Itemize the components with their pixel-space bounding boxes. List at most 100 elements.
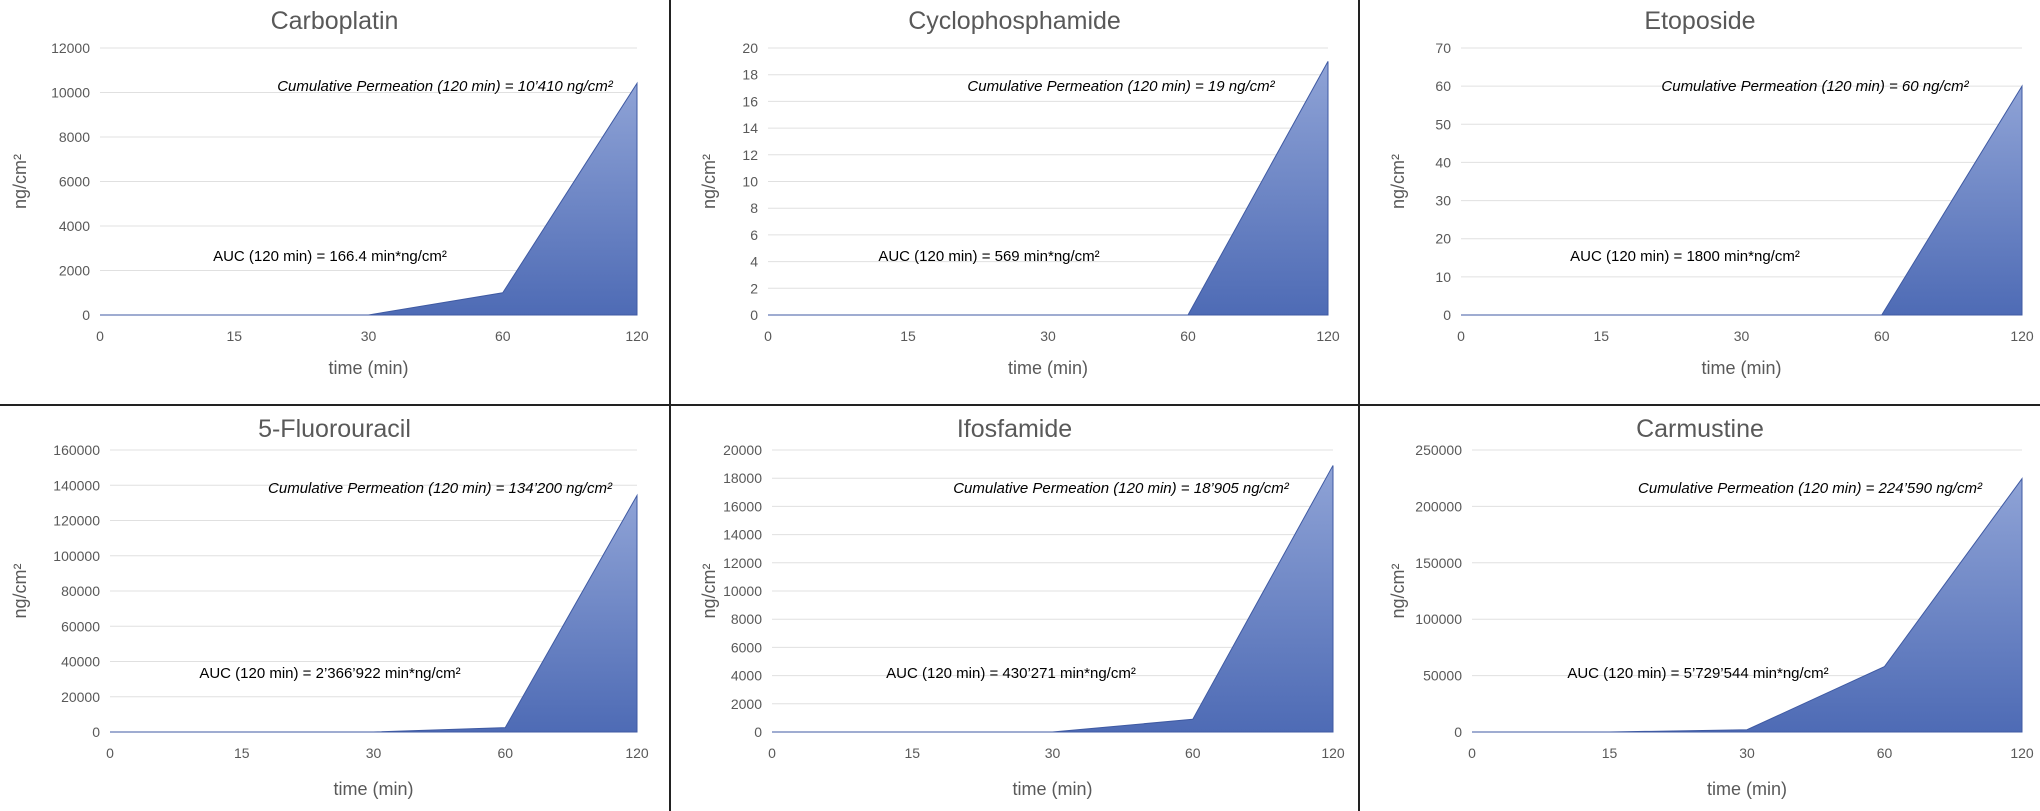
auc-annotation: AUC (120 min) = 1800 min*ng/cm² (1570, 248, 1800, 265)
y-tick-label: 100000 (53, 548, 100, 564)
x-tick-label: 15 (900, 328, 916, 344)
x-tick-label: 30 (1045, 745, 1061, 761)
y-tick-label: 6 (750, 227, 758, 243)
y-axis-label: ng/cm² (1388, 563, 1408, 618)
chart-svg-fluorouracil: 0 20000 40000 60000 80000 100000 120000 140000 1… (10, 415, 649, 799)
y-tick-label: 10 (742, 174, 758, 190)
y-tick-label: 0 (754, 724, 762, 740)
area-series-etoposide (1461, 84, 2023, 316)
x-tick-label: 30 (1040, 328, 1056, 344)
x-tick-label: 120 (1321, 745, 1345, 761)
x-axis-label: time (min) (1707, 779, 1787, 799)
chart-panel-carboplatin: 0 2000 4000 6000 8000 10000 12000 0 15 30 60 120 Car… (0, 0, 669, 404)
x-tick-label: 15 (1602, 745, 1618, 761)
chart-panel-cyclophosphamide: 0 2 4 6 8 10 12 14 16 18 20 0 15 30 60 120 Cyclophospham… (671, 0, 1358, 404)
chart-panel-etoposide: 0 10 20 30 40 50 60 70 0 15 30 60 120 Etoposide time (… (1360, 0, 2040, 404)
y-tick-label: 4 (750, 254, 758, 270)
auc-annotation: AUC (120 min) = 430’271 min*ng/cm² (886, 665, 1136, 682)
x-tick-label: 0 (96, 328, 104, 344)
x-axis-label: time (min) (334, 779, 414, 799)
y-tick-label: 12000 (51, 40, 90, 56)
x-tick-label: 60 (495, 328, 511, 344)
auc-annotation: AUC (120 min) = 569 min*ng/cm² (878, 248, 1099, 265)
y-axis-label: ng/cm² (10, 154, 30, 209)
y-tick-label: 20 (1435, 231, 1451, 247)
chart-title: Etoposide (1644, 7, 1755, 35)
x-tick-label: 60 (1185, 745, 1201, 761)
x-tick-label: 30 (361, 328, 377, 344)
y-tick-label: 14 (742, 120, 758, 136)
y-tick-label: 160000 (53, 442, 100, 458)
area-series-carboplatin (100, 81, 638, 316)
y-tick-label: 100000 (1415, 611, 1462, 627)
y-tick-label: 2000 (59, 263, 90, 279)
cumulative-permeation-annotation: Cumulative Permeation (120 min) = 60 ng/… (1661, 78, 1969, 95)
x-tick-label: 30 (1739, 745, 1755, 761)
area-series-cyclophosphamide (768, 61, 1329, 316)
y-tick-label: 20000 (61, 689, 100, 705)
y-tick-label: 70 (1435, 40, 1451, 56)
y-tick-label: 18 (742, 67, 758, 83)
cumulative-permeation-annotation: Cumulative Permeation (120 min) = 134’20… (268, 480, 613, 497)
y-tick-label: 16 (742, 93, 758, 109)
x-tick-label: 30 (1734, 328, 1750, 344)
x-tick-label: 60 (497, 745, 513, 761)
x-tick-label: 0 (1457, 328, 1465, 344)
x-tick-label: 120 (2010, 745, 2034, 761)
x-axis-label: time (min) (1008, 358, 1088, 378)
y-tick-label: 4000 (731, 668, 762, 684)
x-axis-label: time (min) (1013, 779, 1093, 799)
y-axis-label: ng/cm² (10, 563, 30, 618)
cumulative-permeation-annotation: Cumulative Permeation (120 min) = 224’59… (1638, 480, 1983, 497)
x-tick-label: 15 (234, 745, 250, 761)
y-tick-label: 4000 (59, 218, 90, 234)
x-tick-label: 0 (768, 745, 776, 761)
y-tick-label: 120000 (53, 513, 100, 529)
y-tick-label: 20000 (723, 442, 762, 458)
y-tick-label: 12000 (723, 555, 762, 571)
auc-annotation: AUC (120 min) = 166.4 min*ng/cm² (213, 248, 447, 265)
y-axis-label: ng/cm² (699, 154, 719, 209)
chart-title: 5-Fluorouracil (258, 415, 411, 443)
y-tick-label: 8000 (731, 611, 762, 627)
y-tick-label: 0 (1443, 307, 1451, 323)
y-tick-label: 12 (742, 147, 758, 163)
y-tick-label: 20 (742, 40, 758, 56)
x-tick-label: 15 (1593, 328, 1609, 344)
chart-svg-carboplatin: 0 2000 4000 6000 8000 10000 12000 0 15 30 60 120 Car… (10, 7, 649, 378)
x-tick-label: 120 (625, 328, 649, 344)
y-tick-label: 40000 (61, 654, 100, 670)
y-tick-label: 16000 (723, 498, 762, 514)
y-tick-label: 2000 (731, 696, 762, 712)
x-axis-label: time (min) (1702, 358, 1782, 378)
y-tick-label: 0 (1454, 724, 1462, 740)
y-tick-label: 60 (1435, 78, 1451, 94)
chart-title: Carboplatin (271, 7, 399, 35)
area-series-ifosfamide (772, 465, 1334, 733)
y-tick-label: 50 (1435, 116, 1451, 132)
chart-svg-carmustine: 0 50000 100000 150000 200000 250000 0 15 30 60 120… (1388, 415, 2034, 799)
cumulative-permeation-annotation: Cumulative Permeation (120 min) = 10’410… (277, 78, 614, 95)
x-tick-label: 30 (366, 745, 382, 761)
y-tick-label: 8000 (59, 129, 90, 145)
y-tick-label: 60000 (61, 618, 100, 634)
x-tick-label: 120 (625, 745, 649, 761)
y-tick-label: 80000 (61, 583, 100, 599)
y-axis-label: ng/cm² (1388, 154, 1408, 209)
chart-svg-cyclophosphamide: 0 2 4 6 8 10 12 14 16 18 20 0 15 30 60 120 Cyclophospham… (699, 7, 1340, 378)
chart-panel-carmustine: 0 50000 100000 150000 200000 250000 0 15 30 60 120… (1360, 406, 2040, 811)
y-tick-label: 14000 (723, 527, 762, 543)
chart-title: Carmustine (1636, 415, 1764, 443)
y-tick-label: 0 (750, 307, 758, 323)
panel-divider-horizontal (0, 404, 2040, 406)
y-tick-label: 6000 (59, 174, 90, 190)
auc-annotation: AUC (120 min) = 5’729’544 min*ng/cm² (1567, 665, 1828, 682)
x-tick-label: 0 (1468, 745, 1476, 761)
y-tick-label: 0 (92, 724, 100, 740)
chart-title: Cyclophosphamide (908, 7, 1121, 35)
area-series-carmustine (1472, 477, 2023, 733)
y-tick-label: 10 (1435, 269, 1451, 285)
x-tick-label: 60 (1877, 745, 1893, 761)
x-tick-label: 15 (226, 328, 242, 344)
auc-annotation: AUC (120 min) = 2’366’922 min*ng/cm² (199, 665, 460, 682)
